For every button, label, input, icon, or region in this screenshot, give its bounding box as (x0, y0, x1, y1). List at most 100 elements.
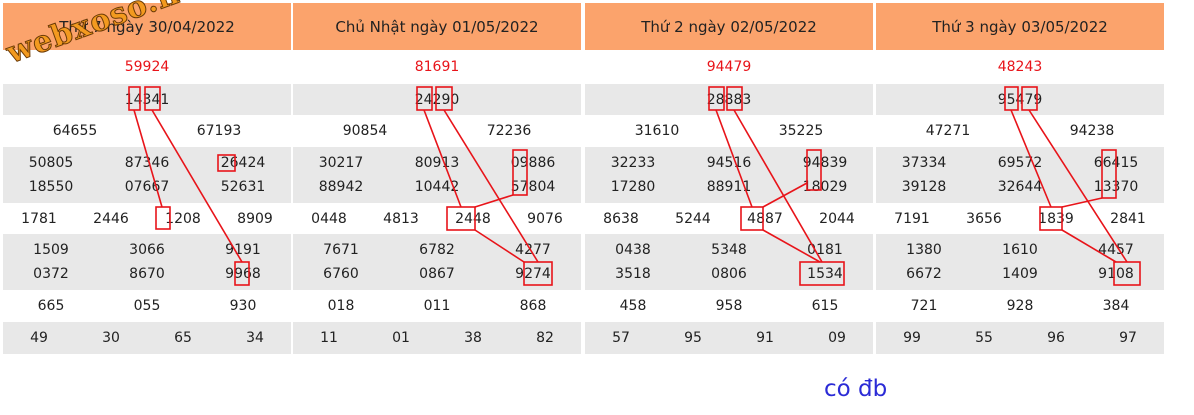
prize-number: 384 (1102, 298, 1130, 314)
prize-number: 32233 (610, 155, 656, 171)
prize-row: 14341 (3, 84, 291, 115)
prize-number: 35225 (778, 123, 824, 139)
prize-row: 11 01 38 82 (293, 322, 581, 354)
prize-row: 0448 4813 2448 9076 (293, 203, 581, 234)
prize-number: 67193 (196, 123, 242, 139)
prize-row: 1781 2446 1208 8909 (3, 203, 291, 234)
prize-number: 94839 (802, 155, 848, 171)
prize-number: 1380 (906, 242, 942, 258)
prize-number: 4277 (515, 242, 551, 258)
prize-number: 9191 (225, 242, 261, 258)
prize-number: 8638 (603, 210, 639, 227)
prize-number: 48243 (997, 59, 1043, 75)
prize-number: 1509 (33, 242, 69, 258)
prize-number: 7671 (323, 242, 359, 258)
prize-number: 32644 (997, 179, 1043, 195)
prize-number: 7191 (894, 210, 930, 227)
prize-number: 0867 (419, 266, 455, 282)
prize-number: 88942 (318, 179, 364, 195)
special-prize: 59924 (3, 50, 291, 84)
prize-row: 30217 80913 09886 88942 10442 57804 (293, 147, 581, 203)
prize-number: 26424 (220, 155, 266, 171)
prize-number: 2448 (455, 210, 491, 227)
prize-number: 94479 (706, 59, 752, 75)
prize-row: 90854 72236 (293, 115, 581, 147)
prize-number: 3518 (615, 266, 651, 282)
prize-number: 57804 (510, 179, 556, 195)
prize-number: 64655 (52, 123, 98, 139)
day-panel: Chủ Nhật ngày 01/05/2022 81691 24290 90854 7… (293, 3, 581, 354)
prize-number: 6672 (906, 266, 942, 282)
prize-number: 24290 (414, 91, 460, 108)
prize-number: 59924 (124, 59, 170, 75)
prize-number: 5244 (675, 210, 711, 227)
prize-row: 7671 6782 4277 6760 0867 9274 (293, 234, 581, 290)
prize-number: 55 (975, 330, 993, 346)
prize-number: 1839 (1038, 210, 1074, 227)
prize-row: 47271 94238 (876, 115, 1164, 147)
prize-number: 6760 (323, 266, 359, 282)
prize-row: 1509 3066 9191 0372 8670 9968 (3, 234, 291, 290)
prize-row: 458 958 615 (585, 290, 873, 322)
prize-number: 9968 (225, 266, 261, 282)
prize-row: 95479 (876, 84, 1164, 115)
prize-number: 07667 (124, 179, 170, 195)
special-prize: 81691 (293, 50, 581, 84)
prize-number: 14341 (124, 91, 170, 108)
prize-row: 28883 (585, 84, 873, 115)
prize-number: 99 (903, 330, 921, 346)
prize-row: 665 055 930 (3, 290, 291, 322)
prize-number: 1610 (1002, 242, 1038, 258)
day-header: Chủ Nhật ngày 01/05/2022 (293, 3, 581, 50)
prize-number: 09886 (510, 155, 556, 171)
prize-number: 3066 (129, 242, 165, 258)
prize-row: 37334 69572 66415 39128 32644 13370 (876, 147, 1164, 203)
prize-row: 7191 3656 1839 2841 (876, 203, 1164, 234)
prize-number: 9108 (1098, 266, 1134, 282)
prize-number: 868 (519, 298, 547, 314)
prize-number: 0448 (311, 210, 347, 227)
prize-number: 39128 (901, 179, 947, 195)
prize-number: 50805 (28, 155, 74, 171)
prize-number: 11 (320, 330, 338, 346)
prize-row: 99 55 96 97 (876, 322, 1164, 354)
prize-number: 055 (133, 298, 161, 314)
prize-number: 66415 (1093, 155, 1139, 171)
prize-number: 18550 (28, 179, 74, 195)
prize-number: 17280 (610, 179, 656, 195)
prize-number: 615 (811, 298, 839, 314)
prize-number: 3656 (966, 210, 1002, 227)
prize-number: 38 (464, 330, 482, 346)
day-panel: Thứ 3 ngày 03/05/2022 48243 95479 47271 9423… (876, 3, 1164, 354)
prize-number: 30 (102, 330, 120, 346)
prize-row: 24290 (293, 84, 581, 115)
prize-number: 97 (1119, 330, 1137, 346)
prize-number: 91 (756, 330, 774, 346)
prize-number: 011 (423, 298, 451, 314)
prize-row: 018 011 868 (293, 290, 581, 322)
prize-number: 81691 (414, 59, 460, 75)
prize-number: 4457 (1098, 242, 1134, 258)
prize-number: 87346 (124, 155, 170, 171)
prize-number: 4813 (383, 210, 419, 227)
prize-number: 1781 (21, 210, 57, 227)
prize-number: 82 (536, 330, 554, 346)
prize-number: 30217 (318, 155, 364, 171)
footer-note: có đb (824, 376, 888, 402)
special-prize: 48243 (876, 50, 1164, 84)
prize-number: 458 (619, 298, 647, 314)
prize-number: 665 (37, 298, 65, 314)
prize-number: 0806 (711, 266, 747, 282)
prize-number: 0372 (33, 266, 69, 282)
prize-number: 37334 (901, 155, 947, 171)
prize-number: 9076 (527, 210, 563, 227)
prize-number: 1534 (807, 266, 843, 282)
prize-number: 72236 (486, 123, 532, 139)
prize-number: 018 (327, 298, 355, 314)
prize-number: 95479 (997, 91, 1043, 108)
prize-number: 28883 (706, 91, 752, 108)
prize-row: 64655 67193 (3, 115, 291, 147)
prize-number: 34 (246, 330, 264, 346)
prize-number: 95 (684, 330, 702, 346)
prize-number: 4887 (747, 210, 783, 227)
